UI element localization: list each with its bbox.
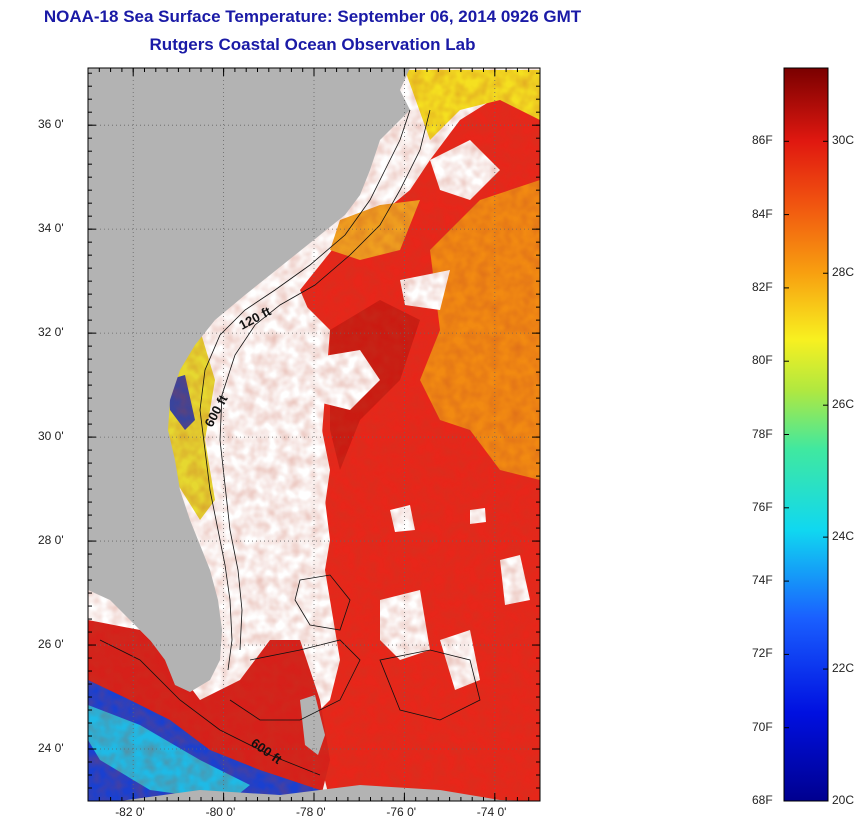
colorbar-c-label: 30C xyxy=(832,133,855,148)
lat-tick-label: 36 0' xyxy=(38,117,64,132)
colorbar-f-label: 84F xyxy=(752,206,773,221)
colorbar-f-label: 70F xyxy=(752,719,773,734)
frame-ticks xyxy=(88,68,540,802)
colorbar-c-label: 20C xyxy=(832,793,855,807)
lat-tick-label: 28 0' xyxy=(38,533,64,548)
colorbar-f-label: 86F xyxy=(752,133,773,148)
colorbar-f-label: 82F xyxy=(752,279,773,294)
colorbar-c-label: 26C xyxy=(832,397,855,412)
land-cuba xyxy=(120,785,540,801)
colorbar-f-label: 68F xyxy=(752,793,773,807)
colorbar-ticks xyxy=(784,140,828,802)
lat-tick-label: 26 0' xyxy=(38,637,64,652)
colorbar-f-label: 72F xyxy=(752,646,773,661)
lon-tick-label: -74 0' xyxy=(476,805,507,819)
lon-tick-label: -76 0' xyxy=(386,805,417,819)
land-mass xyxy=(88,68,410,692)
lon-tick-label: -80 0' xyxy=(205,805,236,819)
map-plot-area xyxy=(88,68,540,801)
lat-tick-label: 34 0' xyxy=(38,221,64,236)
colorbar-c-label: 24C xyxy=(832,529,855,544)
lat-tick-label: 24 0' xyxy=(38,741,64,755)
graticule xyxy=(88,68,540,801)
colorbar-f-label: 74F xyxy=(752,573,773,588)
colorbar-f-label: 76F xyxy=(752,499,773,514)
colorbar xyxy=(783,67,829,802)
land-bahamas xyxy=(300,695,325,755)
lat-tick-label: 30 0' xyxy=(38,429,64,444)
lon-tick-label: -78 0' xyxy=(296,805,326,819)
map-title: NOAA-18 Sea Surface Temperature: Septemb… xyxy=(43,7,582,26)
lon-tick-label: -82 0' xyxy=(115,805,145,819)
colorbar-c-label: 28C xyxy=(832,265,855,280)
map-subtitle: Rutgers Coastal Ocean Observation Lab xyxy=(149,35,476,54)
colorbar-c-label: 22C xyxy=(832,661,855,676)
colorbar-f-label: 78F xyxy=(752,426,773,441)
colorbar-f-label: 80F xyxy=(752,353,773,368)
lat-tick-label: 32 0' xyxy=(38,325,64,340)
